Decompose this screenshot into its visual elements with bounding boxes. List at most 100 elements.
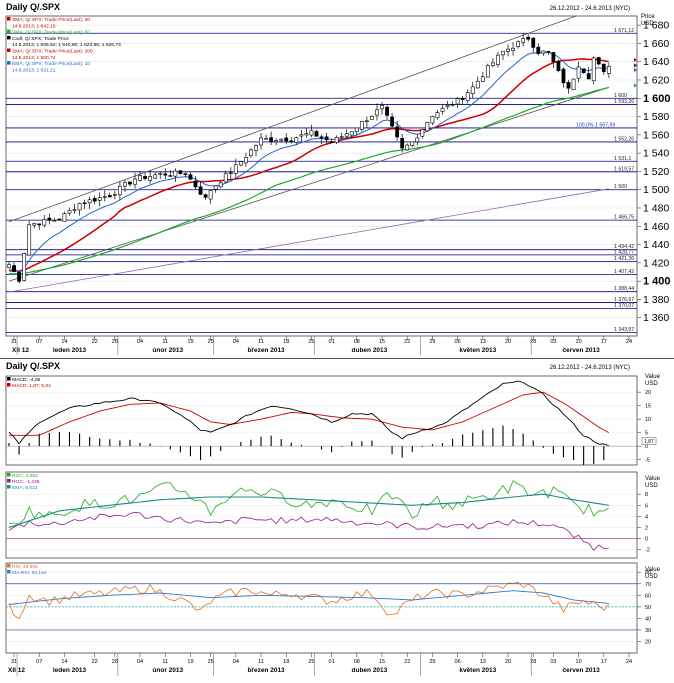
date-tick-label: 11 — [162, 339, 168, 345]
month-label: XII 12 — [8, 667, 25, 674]
roc-ema-line — [8, 493, 609, 529]
candle-body — [178, 170, 183, 175]
macd-axis-title: Value — [645, 374, 661, 380]
candle-body — [128, 181, 132, 185]
date-tick-label: 22 — [404, 659, 410, 665]
candle-body — [22, 252, 27, 281]
main-panel-background — [0, 0, 674, 358]
date-tick-label: 19 — [187, 659, 193, 665]
month-label: únor 2013 — [152, 347, 183, 354]
indicator-date-axis: 31 07 14 22 28 04 11 19 25 04 11 18 25 01 08 15 22 29 06 13… — [8, 653, 632, 676]
price-tick-label: 1 660 — [643, 38, 669, 50]
candle-body — [42, 219, 47, 226]
date-tick-label: 13 — [480, 659, 486, 665]
date-tick-label: 28 — [112, 659, 118, 665]
main-panel: Daily Q/.SPX 26.12.2012 - 24.6.2013 (NYC… — [0, 0, 674, 358]
price-axis-ticks: 1 360 1 380 1 400 1 420 1 440 1 460 1 480 1 500… — [637, 20, 671, 324]
candle-body — [173, 170, 178, 177]
date-tick-label: 08 — [354, 659, 360, 665]
legend-entry: SMA; Q/.SPX; Trade Price(Last); 20 — [12, 17, 90, 23]
candle-body — [440, 107, 445, 112]
candle-body — [601, 63, 606, 73]
legend-swatch — [7, 485, 11, 489]
candle-body — [516, 41, 521, 47]
indicator-tick-label: 60 — [645, 593, 651, 599]
date-tick-label: 29 — [429, 339, 435, 345]
date-tick-label: 04 — [137, 659, 143, 665]
candle-body — [57, 218, 62, 221]
candle-body — [218, 182, 223, 188]
legend-entry: ROC; -1,438 — [12, 479, 40, 485]
main-panel-date-range: 26.12.2012 - 24.6.2013 (NYC) — [550, 6, 630, 12]
month-label: leden 2013 — [53, 347, 87, 354]
candle-body — [450, 104, 455, 106]
month-label: březen 2013 — [247, 667, 285, 674]
horizontal-level-label: 1 370,07 — [614, 303, 634, 309]
legend-swatch — [7, 383, 11, 387]
candle-body — [455, 98, 460, 105]
date-tick-label: 22 — [92, 339, 98, 345]
legend-entry: 14.6.2013; 1 500,74 — [12, 55, 56, 61]
candle-body — [72, 209, 77, 211]
candle-body — [566, 82, 571, 89]
date-tick-label: 14 — [61, 659, 67, 665]
price-tick-label: 1 440 — [643, 239, 669, 251]
legend-entry: EMA; Q/.SPX; Trade Price(Last); 10 — [12, 61, 90, 67]
date-tick-label: 10 — [576, 659, 582, 665]
candle-body — [117, 185, 122, 196]
date-tick-label: 17 — [601, 659, 607, 665]
candle-body — [324, 136, 329, 141]
indicator-panel: Daily Q/.SPX 26.12.2012 - 24.6.2013 (NYC… — [0, 358, 674, 683]
price-tick-label: 1 600 — [643, 93, 671, 105]
candle-body — [183, 173, 188, 176]
candle-body — [168, 175, 173, 177]
candle-body — [203, 194, 208, 198]
candle-body — [228, 172, 233, 174]
price-tick-label: 1 580 — [643, 111, 669, 123]
candle-body — [274, 140, 279, 143]
candle-body — [349, 131, 354, 136]
channel-lower-line — [8, 86, 609, 282]
candle-body — [339, 136, 344, 138]
price-tick-label: 1 680 — [643, 20, 669, 32]
indicator-panel-date-range: 26.12.2012 - 24.6.2013 (NYC) — [550, 365, 630, 371]
candle-body — [238, 161, 243, 166]
main-date-axis: 31 07 14 22 28 04 11 19 25 04 11 18 25 01 08 15 22 29 06 13… — [11, 336, 632, 355]
legend-entry: MA:RSI; 53,164 — [12, 570, 47, 576]
legend-entry: 14.6.2013; 1 631,21 — [12, 67, 56, 73]
date-tick-label: 18 — [283, 659, 289, 665]
candle-body — [470, 86, 475, 94]
indicator-axis-ticks: -5 0 5 10 15 20 1,87 -2 0 2 4 6 8 20 30 40 50 60 70 80 — [637, 390, 657, 645]
date-tick-label: 08 — [354, 339, 360, 345]
date-tick-label: 06 — [455, 659, 461, 665]
legend-swatch — [7, 48, 11, 52]
horizontal-level-label: 1 421,36 — [614, 256, 634, 262]
date-tick-label: 24 — [626, 339, 632, 345]
candle-body — [299, 134, 304, 137]
candle-body — [546, 51, 551, 53]
horizontal-level-label: 100,0% 1 567,59 — [576, 122, 615, 128]
candle-body — [188, 174, 193, 180]
candle-body — [309, 130, 314, 136]
horizontal-level-label: 1 593,26 — [614, 99, 634, 105]
candle-body — [370, 116, 374, 120]
candle-body — [62, 213, 67, 222]
sma200-line — [8, 188, 609, 293]
candle-body — [571, 78, 576, 91]
candle-body — [385, 106, 389, 116]
candle-body — [148, 176, 153, 181]
candle-body — [208, 190, 213, 200]
candle-body — [47, 217, 52, 221]
price-axis-title: Price — [641, 14, 655, 20]
candle-body — [112, 194, 117, 196]
rsi-plot — [6, 581, 637, 631]
macd-axis-unit: USD — [645, 381, 658, 387]
macd-line — [8, 380, 609, 446]
candle-body — [223, 173, 228, 183]
date-tick-label: 18 — [283, 339, 289, 345]
candle-body — [82, 202, 87, 204]
indicator-tick-label: 4 — [645, 514, 648, 520]
candle-body — [97, 197, 102, 201]
